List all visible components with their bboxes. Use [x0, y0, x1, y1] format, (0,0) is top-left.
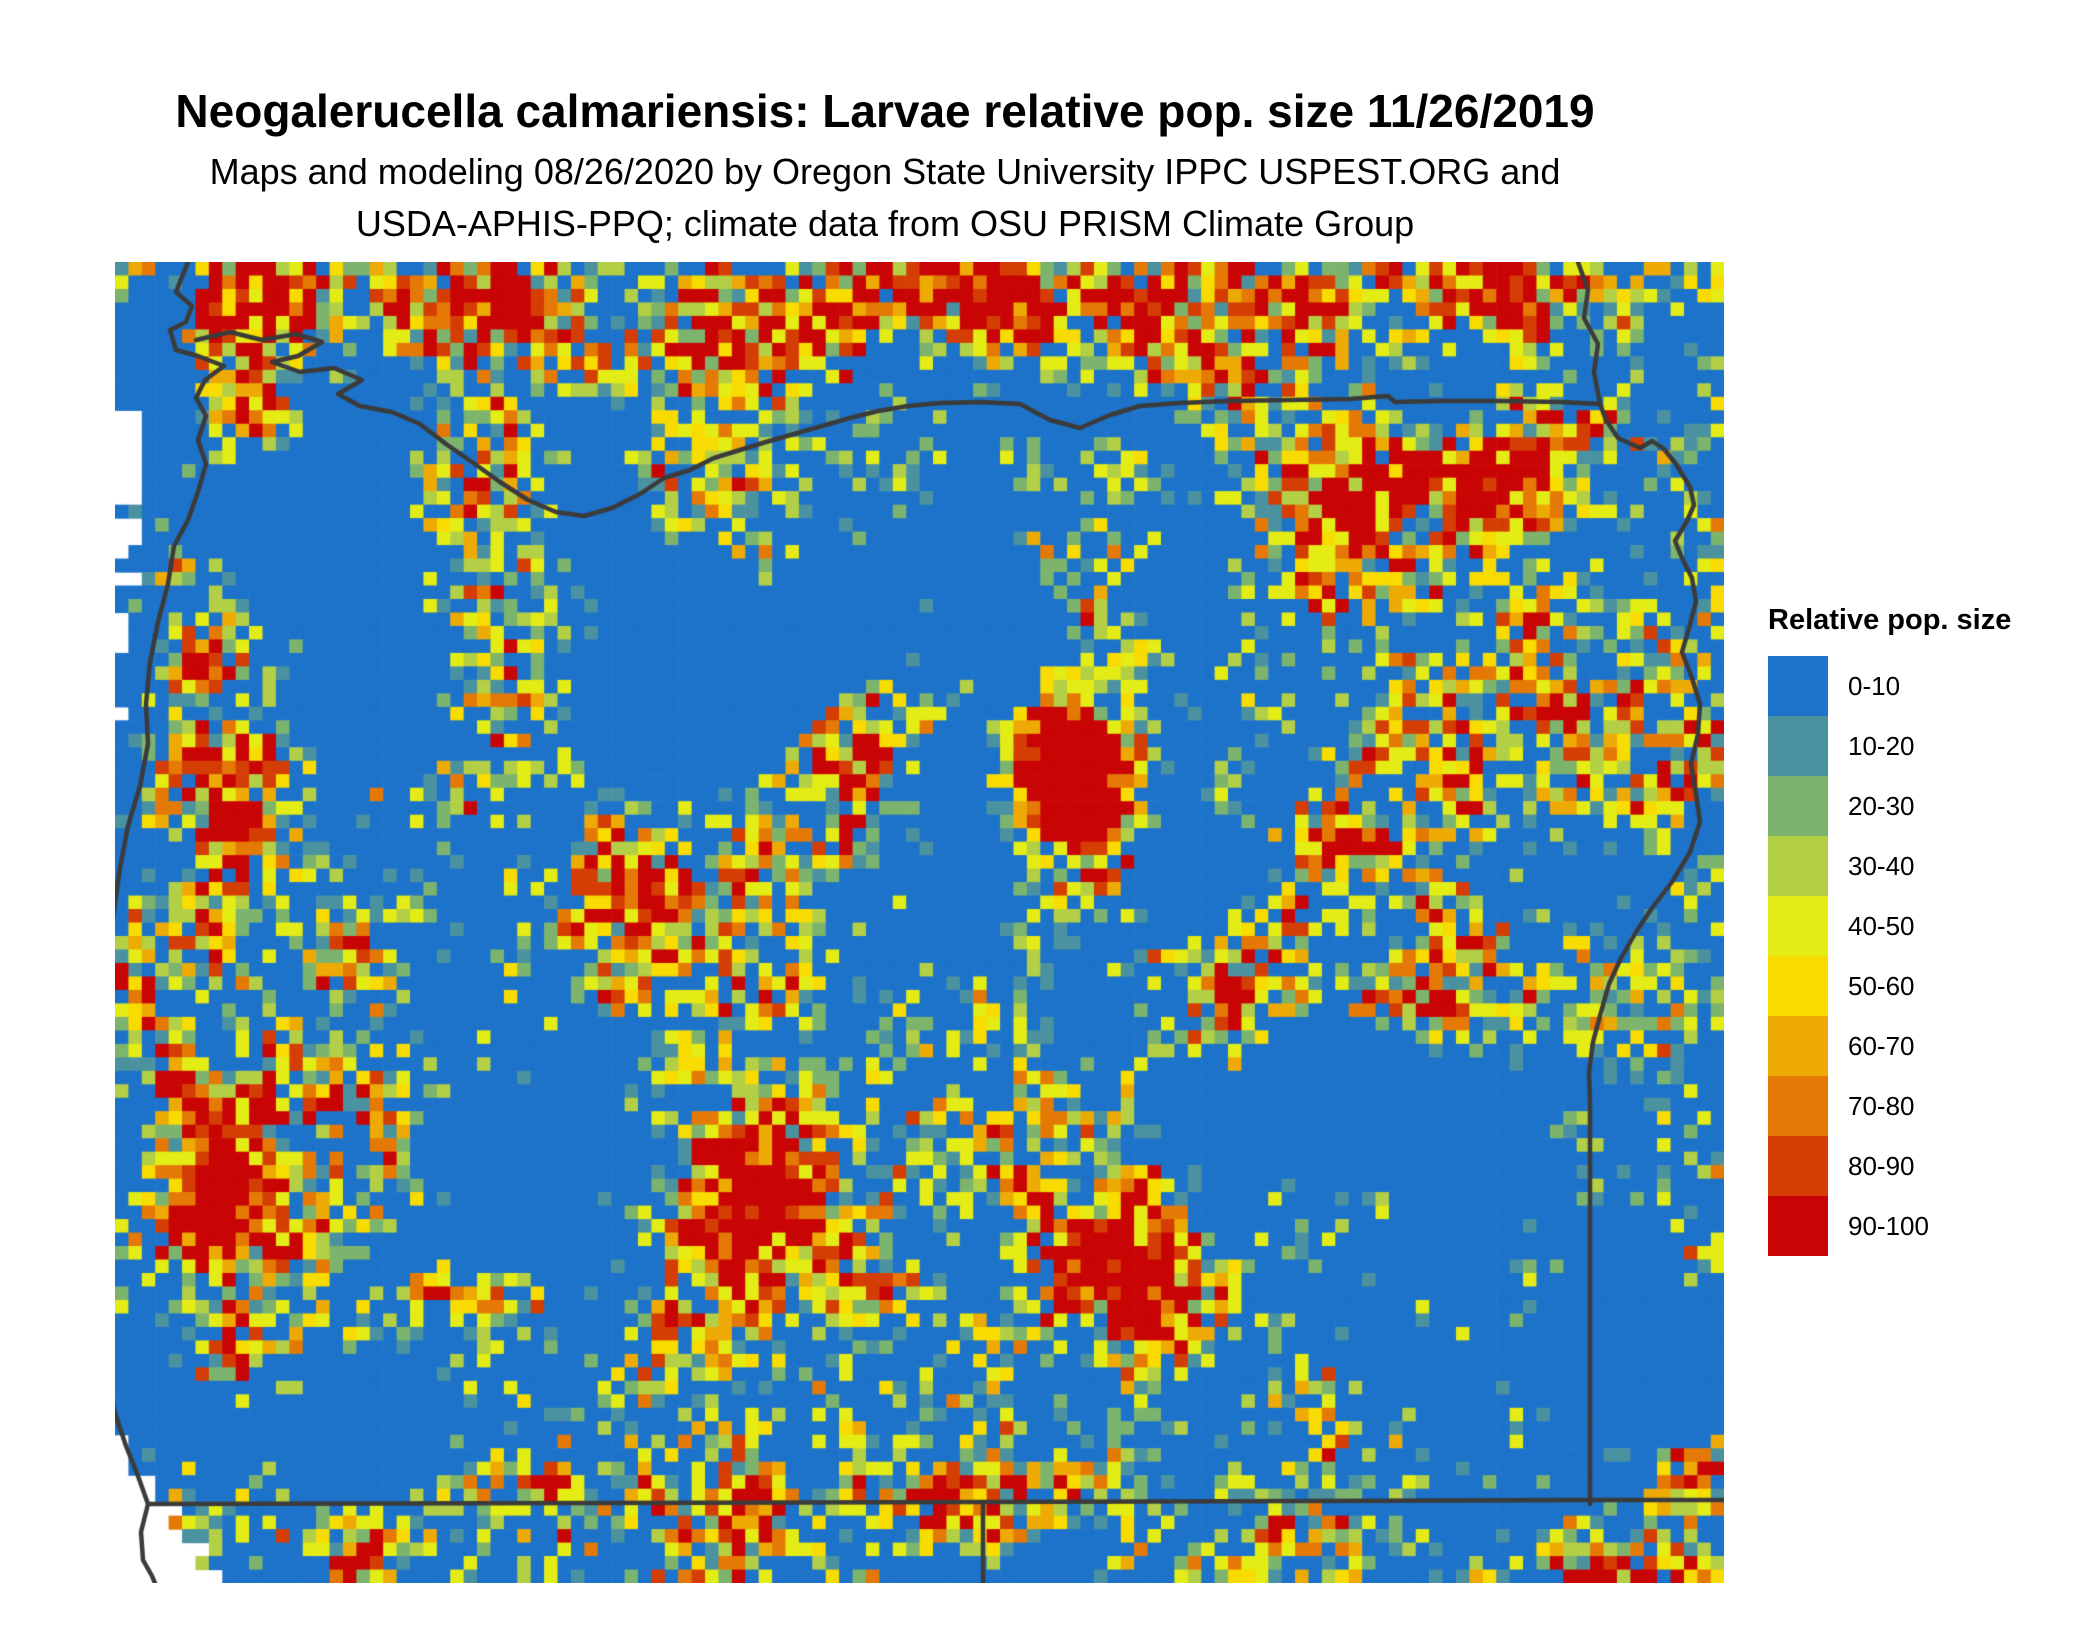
legend-label: 90-100: [1848, 1210, 1929, 1241]
legend-item: 30-40: [1768, 836, 2088, 896]
legend-swatch: [1768, 836, 1828, 896]
legend-label: 10-20: [1848, 730, 1915, 761]
legend-item: 70-80: [1768, 1076, 2088, 1136]
legend-item: 60-70: [1768, 1016, 2088, 1076]
legend-label: 50-60: [1848, 970, 1915, 1001]
legend-swatch: [1768, 656, 1828, 716]
legend-item: 10-20: [1768, 716, 2088, 776]
legend-item: 20-30: [1768, 776, 2088, 836]
subtitle-line-2: USDA-APHIS-PPQ; climate data from OSU PR…: [355, 203, 1415, 244]
legend-label: 60-70: [1848, 1030, 1915, 1061]
legend-swatch: [1768, 716, 1828, 776]
legend-label: 40-50: [1848, 910, 1915, 941]
legend-items: 0-10 10-20 20-30 30-40 40-50 50-60 60-70 70-80 8…: [1768, 656, 2088, 1256]
legend-swatch: [1768, 956, 1828, 1016]
legend-label: 30-40: [1848, 850, 1915, 881]
legend-label: 20-30: [1848, 790, 1915, 821]
legend-title: Relative pop. size: [1768, 604, 2012, 636]
legend-swatch: [1768, 1016, 1828, 1076]
subtitle-line-1: Maps and modeling 08/26/2020 by Oregon S…: [209, 151, 1561, 192]
legend-item: 80-90: [1768, 1136, 2088, 1196]
legend-item: 0-10: [1768, 656, 2088, 716]
legend-item: 50-60: [1768, 956, 2088, 1016]
oregon-population-raster-map: [115, 262, 1724, 1583]
legend-swatch: [1768, 1076, 1828, 1136]
legend-item: 40-50: [1768, 896, 2088, 956]
legend-label: 0-10: [1848, 670, 1901, 701]
legend-swatch: [1768, 1136, 1828, 1196]
legend-swatch: [1768, 896, 1828, 956]
legend-label: 70-80: [1848, 1090, 1915, 1121]
legend-swatch: [1768, 776, 1828, 836]
subtitle: Maps and modeling 08/26/2020 by Oregon S…: [62, 146, 1708, 250]
legend-swatch: [1768, 1196, 1828, 1256]
legend: Relative pop. size 0-10 10-20 20-30 30-40 40…: [1768, 604, 2088, 1256]
page-title: Neogalerucella calmariensis: Larvae rela…: [175, 85, 1595, 137]
legend-label: 80-90: [1848, 1150, 1915, 1181]
legend-item: 90-100: [1768, 1196, 2088, 1256]
